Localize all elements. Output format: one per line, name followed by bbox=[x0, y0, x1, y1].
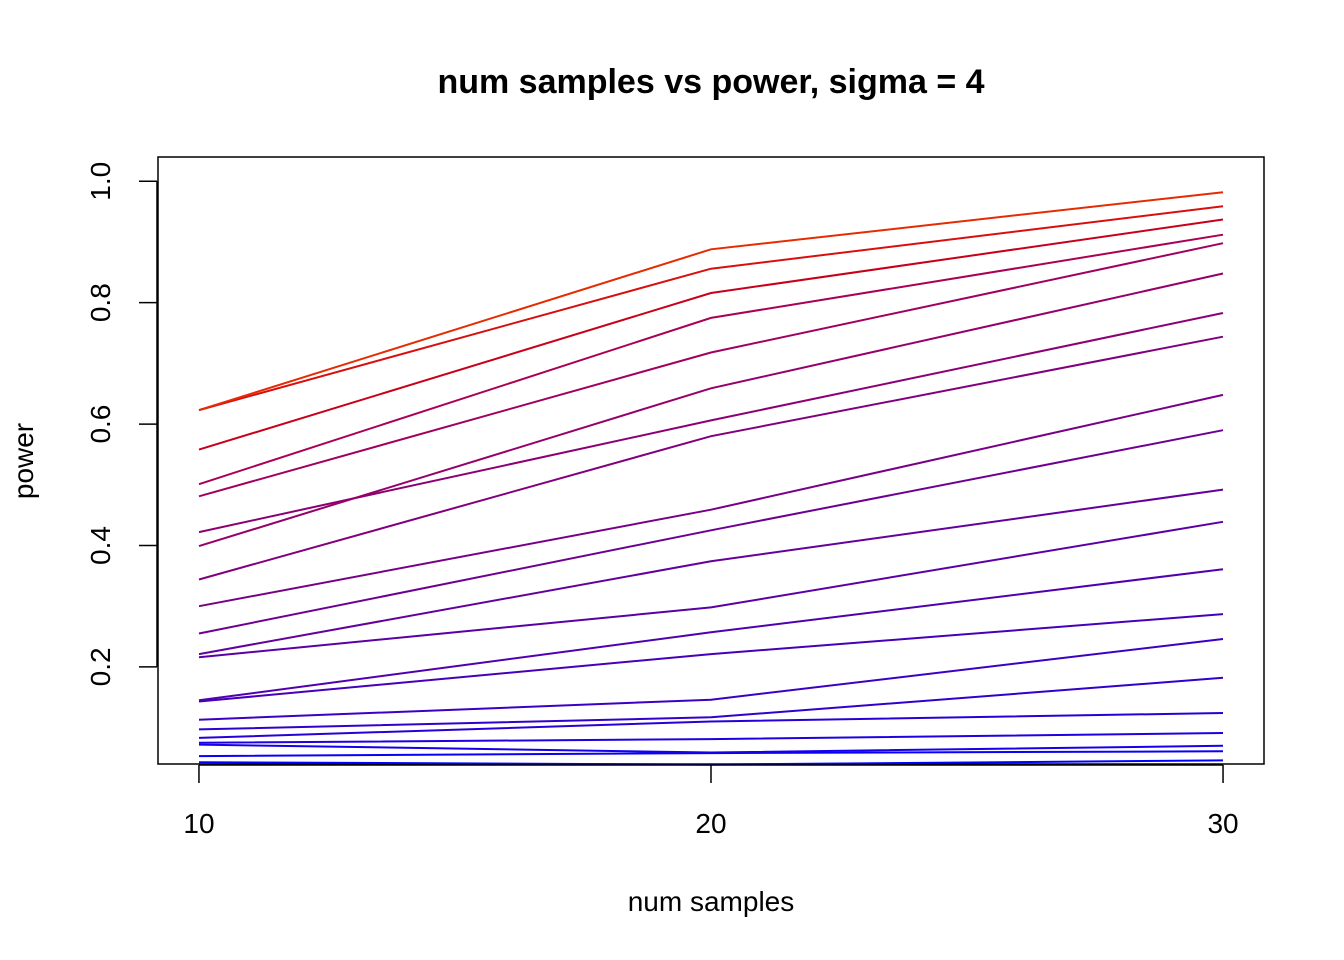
series-line-19 bbox=[198, 218, 1224, 451]
y-tick-label: 0.8 bbox=[85, 283, 116, 322]
series-line-14 bbox=[198, 335, 1224, 581]
x-tick-label: 10 bbox=[183, 808, 214, 839]
series-line-5 bbox=[198, 712, 1224, 739]
series-line-11 bbox=[198, 488, 1224, 656]
x-tick-label: 20 bbox=[695, 808, 726, 839]
series-line-15 bbox=[198, 312, 1224, 534]
series-line-12 bbox=[198, 429, 1224, 635]
chart-title: num samples vs power, sigma = 4 bbox=[437, 63, 984, 101]
x-tick-label: 30 bbox=[1207, 808, 1238, 839]
series-line-8 bbox=[198, 613, 1224, 703]
series-line-9 bbox=[198, 568, 1224, 702]
y-tick-label: 0.6 bbox=[85, 405, 116, 444]
y-axis: 0.2 0.4 0.6 0.8 1.0 bbox=[85, 162, 158, 686]
series-layer bbox=[198, 191, 1224, 766]
series-line-18 bbox=[198, 233, 1224, 486]
y-tick-label: 0.4 bbox=[85, 526, 116, 565]
series-line-20 bbox=[198, 205, 1224, 412]
series-line-7 bbox=[198, 638, 1224, 721]
y-axis-label: power bbox=[8, 423, 39, 499]
y-tick-label: 1.0 bbox=[85, 162, 116, 201]
y-tick-label: 0.2 bbox=[85, 647, 116, 686]
series-line-17 bbox=[198, 242, 1224, 498]
series-line-10 bbox=[198, 520, 1224, 659]
x-axis-label: num samples bbox=[628, 886, 795, 917]
series-line-16 bbox=[198, 272, 1224, 548]
series-line-6 bbox=[198, 676, 1224, 731]
series-line-13 bbox=[198, 393, 1224, 608]
series-line-4 bbox=[198, 732, 1224, 744]
series-line-21 bbox=[198, 191, 1224, 412]
x-axis: 10 20 30 bbox=[183, 764, 1239, 839]
series-line-3 bbox=[198, 743, 1224, 754]
